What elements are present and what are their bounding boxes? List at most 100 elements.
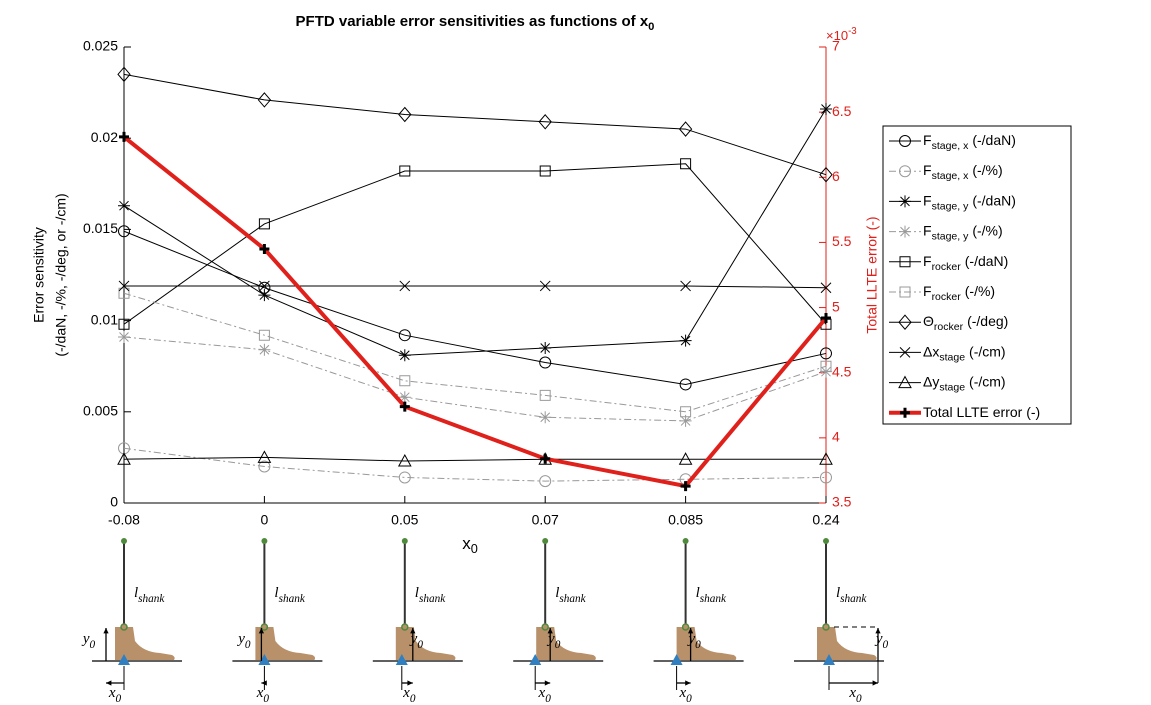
joint (261, 538, 267, 544)
chart-title-part: PFTD variable error sensitivities as fun… (296, 13, 649, 30)
legend-label-part: F (923, 222, 932, 238)
legend-label-part: stage (939, 381, 965, 393)
y2-axis-label: Total LLTE error (-) (864, 216, 880, 333)
marker (539, 411, 551, 423)
legend-label-part: rocker (932, 261, 962, 273)
y-tick-label: 0 (110, 494, 118, 510)
y-dim-label-part: y (686, 631, 695, 647)
y-dim-label-part: 0 (245, 639, 251, 651)
y-dim-label-part: 0 (90, 639, 96, 651)
legend-label-part: rocker (934, 321, 964, 333)
y2-tick-label: 5.5 (832, 233, 852, 249)
y2-tick-label: 6.5 (832, 103, 852, 119)
x-tick-label: 0 (261, 512, 269, 528)
y-tick-label: 0.025 (83, 38, 118, 54)
marker (899, 226, 911, 238)
x-tick-label: 0.085 (668, 512, 703, 528)
y-tick-label: 0.005 (83, 403, 118, 419)
legend-label-part: (-/daN) (972, 132, 1016, 148)
legend-label-part: (-/daN) (965, 253, 1009, 269)
joint (121, 624, 127, 630)
y-dim-label-part: 0 (883, 639, 889, 651)
y2-tick-label: 3.5 (832, 494, 852, 510)
length-label-part: shank (700, 593, 727, 605)
legend-label-part: (-/deg) (967, 313, 1008, 329)
y-axis-label: Error sensitivity (31, 227, 47, 323)
x-tick-label: -0.08 (108, 512, 140, 528)
legend-label: Total LLTE error (-) (923, 404, 1040, 420)
legend-label-part: F (923, 162, 932, 178)
x-tick-label: 0.24 (812, 512, 839, 528)
legend-label-part: F (923, 132, 932, 148)
legend-label-part: rocker (932, 291, 962, 303)
marker (258, 344, 270, 356)
x-dim-label-part: 0 (263, 693, 269, 705)
x-dim-label-part: 0 (116, 693, 122, 705)
marker (680, 335, 692, 347)
y-dim-label-part: 0 (555, 639, 561, 651)
legend-label-part: (-/cm) (969, 343, 1006, 359)
joint (402, 538, 408, 544)
x-dim-label-part: 0 (686, 693, 692, 705)
marker (539, 342, 551, 354)
marker (258, 289, 270, 301)
marker (899, 195, 911, 207)
y-tick-label: 0.015 (83, 220, 118, 236)
legend-label-part: Δy (923, 373, 939, 389)
y-axis-label: (-/daN, -/%, -/deg, or -/cm) (53, 193, 69, 356)
y-dim-label-part: 0 (417, 639, 423, 651)
y-dim-label-part: y (236, 631, 245, 647)
legend-label-part: stage, x (932, 140, 970, 152)
y2-tick-label: 4 (832, 429, 840, 445)
legend-label-part: F (923, 192, 932, 208)
y-dim-label-part: 0 (695, 639, 701, 651)
y-dim-label-part: y (546, 631, 555, 647)
legend-label-part: Total LLTE error (-) (923, 404, 1040, 420)
joint (683, 624, 689, 630)
legend-label-part: F (923, 253, 932, 269)
length-label-part: shank (419, 593, 446, 605)
figure: PFTD variable error sensitivities as fun… (0, 0, 1151, 705)
joint (683, 538, 689, 544)
joint (542, 624, 548, 630)
x-dim-label-part: 0 (545, 693, 551, 705)
y2-tick-label: 4.5 (832, 363, 852, 379)
joint (121, 538, 127, 544)
legend-label-part: stage, y (932, 200, 970, 212)
legend-label-part: (-/%) (965, 283, 995, 299)
length-label-part: shank (840, 593, 867, 605)
marker (399, 349, 411, 361)
y-dim-label-part: y (81, 631, 90, 647)
y-dim-label-part: y (409, 631, 418, 647)
y2-tick-label: 7 (832, 38, 840, 54)
length-label-part: shank (559, 593, 586, 605)
legend-label-part: (-/daN) (972, 192, 1016, 208)
legend-label-part: Θ (923, 313, 934, 329)
y2-tick-label: 6 (832, 168, 840, 184)
y2-tick-label: 5 (832, 298, 840, 314)
x-tick-label: 0.05 (391, 512, 418, 528)
marker (820, 103, 832, 115)
joint (823, 538, 829, 544)
length-label-part: shank (279, 593, 306, 605)
x-dim-label-part: 0 (856, 693, 862, 705)
y2-multiplier-part: -3 (848, 26, 857, 37)
y-tick-label: 0.02 (91, 129, 118, 145)
y-dim-label-part: y (874, 631, 883, 647)
marker (118, 331, 130, 343)
x-tick-label: 0.07 (532, 512, 559, 528)
legend-label-part: Δx (923, 343, 939, 359)
joint (402, 624, 408, 630)
legend-label-part: stage, y (932, 230, 970, 242)
legend-label-part: F (923, 283, 932, 299)
legend-label-part: stage, x (932, 170, 970, 182)
x-dim-label-part: 0 (410, 693, 416, 705)
y-tick-label: 0.01 (91, 311, 118, 327)
legend-label-part: (-/cm) (969, 373, 1006, 389)
legend-label-part: stage (939, 351, 965, 363)
x-axis-label-part: 0 (471, 541, 478, 556)
marker (118, 200, 130, 212)
chart-title-part: 0 (648, 21, 654, 33)
legend-label-part: (-/%) (972, 162, 1002, 178)
joint (542, 538, 548, 544)
